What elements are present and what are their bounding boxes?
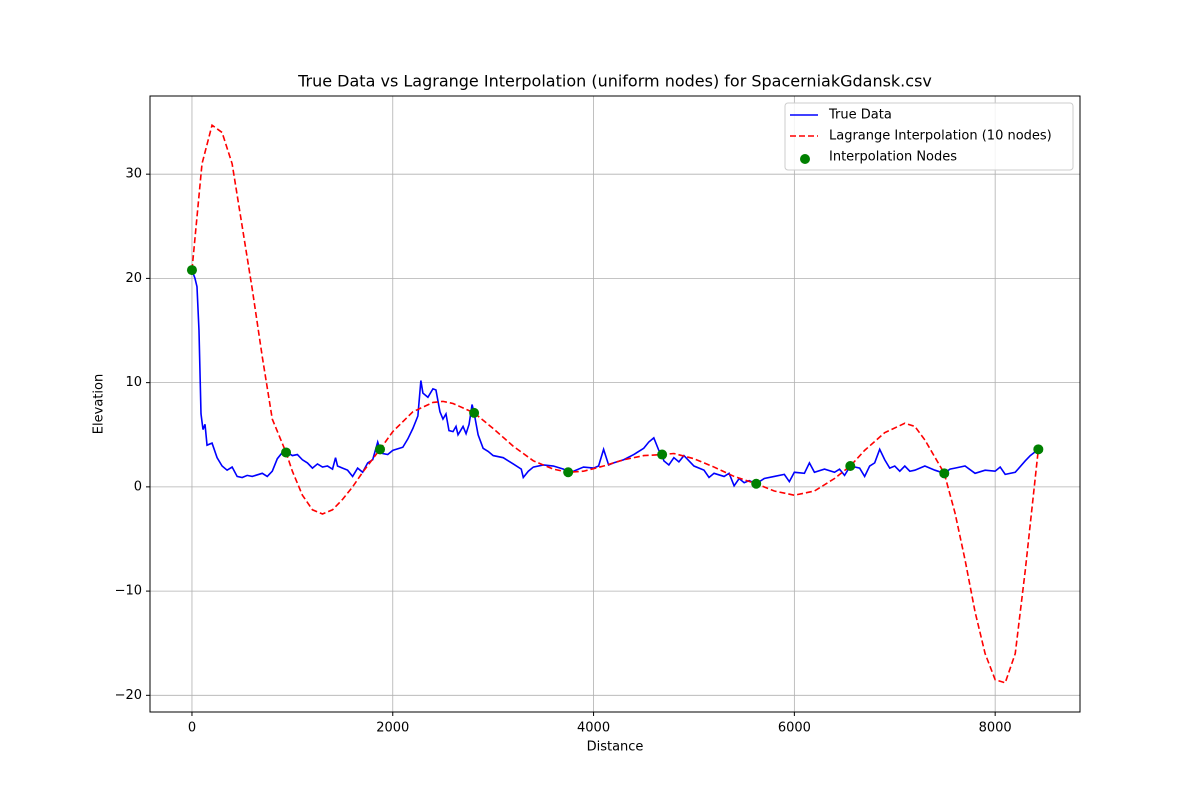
legend-swatch [800,154,810,164]
x-axis-label: Distance [587,740,644,755]
node-point [281,447,292,458]
legend-label: Interpolation Nodes [829,150,957,165]
y-tick-label: 30 [125,167,142,182]
legend-box [784,102,1074,171]
node-point [563,467,574,478]
y-tick-label: 20 [125,271,142,286]
y-tick-label: 0 [134,479,142,494]
node-point [845,461,856,472]
x-tick-label: 0 [188,721,196,736]
data-line [191,269,1039,488]
y-axis-label: Elevation [92,374,107,434]
node-point [375,444,386,455]
x-tick-label: 6000 [778,721,811,736]
node-point [186,265,197,276]
x-tick-label: 2000 [376,721,409,736]
legend-label: Lagrange Interpolation (10 nodes) [829,129,1052,144]
node-point [1033,444,1044,455]
x-tick-label: 4000 [577,721,610,736]
plot-frame [149,95,1081,713]
y-tick-label: −10 [115,584,142,599]
legend-label: True Data [828,108,892,123]
node-point [939,468,950,479]
x-tick-label: 8000 [979,721,1012,736]
node-point [751,478,762,489]
node-point [469,407,480,418]
chart-title: True Data vs Lagrange Interpolation (uni… [297,72,932,91]
data-line [191,123,1040,684]
node-point [657,449,668,460]
y-tick-label: 10 [125,375,142,390]
y-tick-label: −20 [115,688,142,703]
